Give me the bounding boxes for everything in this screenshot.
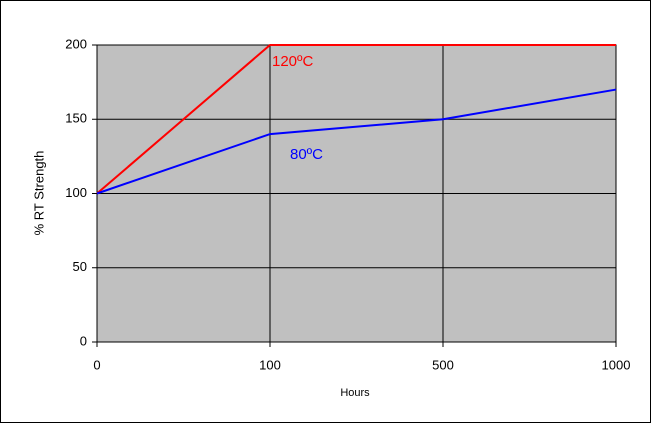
series-label: 120ºC bbox=[272, 53, 314, 70]
y-tick-label: 0 bbox=[80, 333, 87, 348]
x-tick-label: 0 bbox=[93, 357, 100, 372]
y-axis-label: % RT Strength bbox=[31, 151, 46, 236]
x-tick-label: 1000 bbox=[602, 357, 631, 372]
series-line bbox=[96, 88, 617, 195]
y-tick-label: 100 bbox=[65, 185, 87, 200]
y-tick-label: 150 bbox=[65, 111, 87, 126]
x-tick-label: 500 bbox=[432, 357, 454, 372]
y-tick-label: 50 bbox=[73, 259, 87, 274]
x-axis-label: Hours bbox=[340, 387, 370, 399]
series-label: 80ºC bbox=[290, 146, 323, 163]
x-tick-label: 100 bbox=[259, 357, 281, 372]
series-line bbox=[96, 44, 616, 195]
y-tick-label: 200 bbox=[65, 36, 87, 51]
